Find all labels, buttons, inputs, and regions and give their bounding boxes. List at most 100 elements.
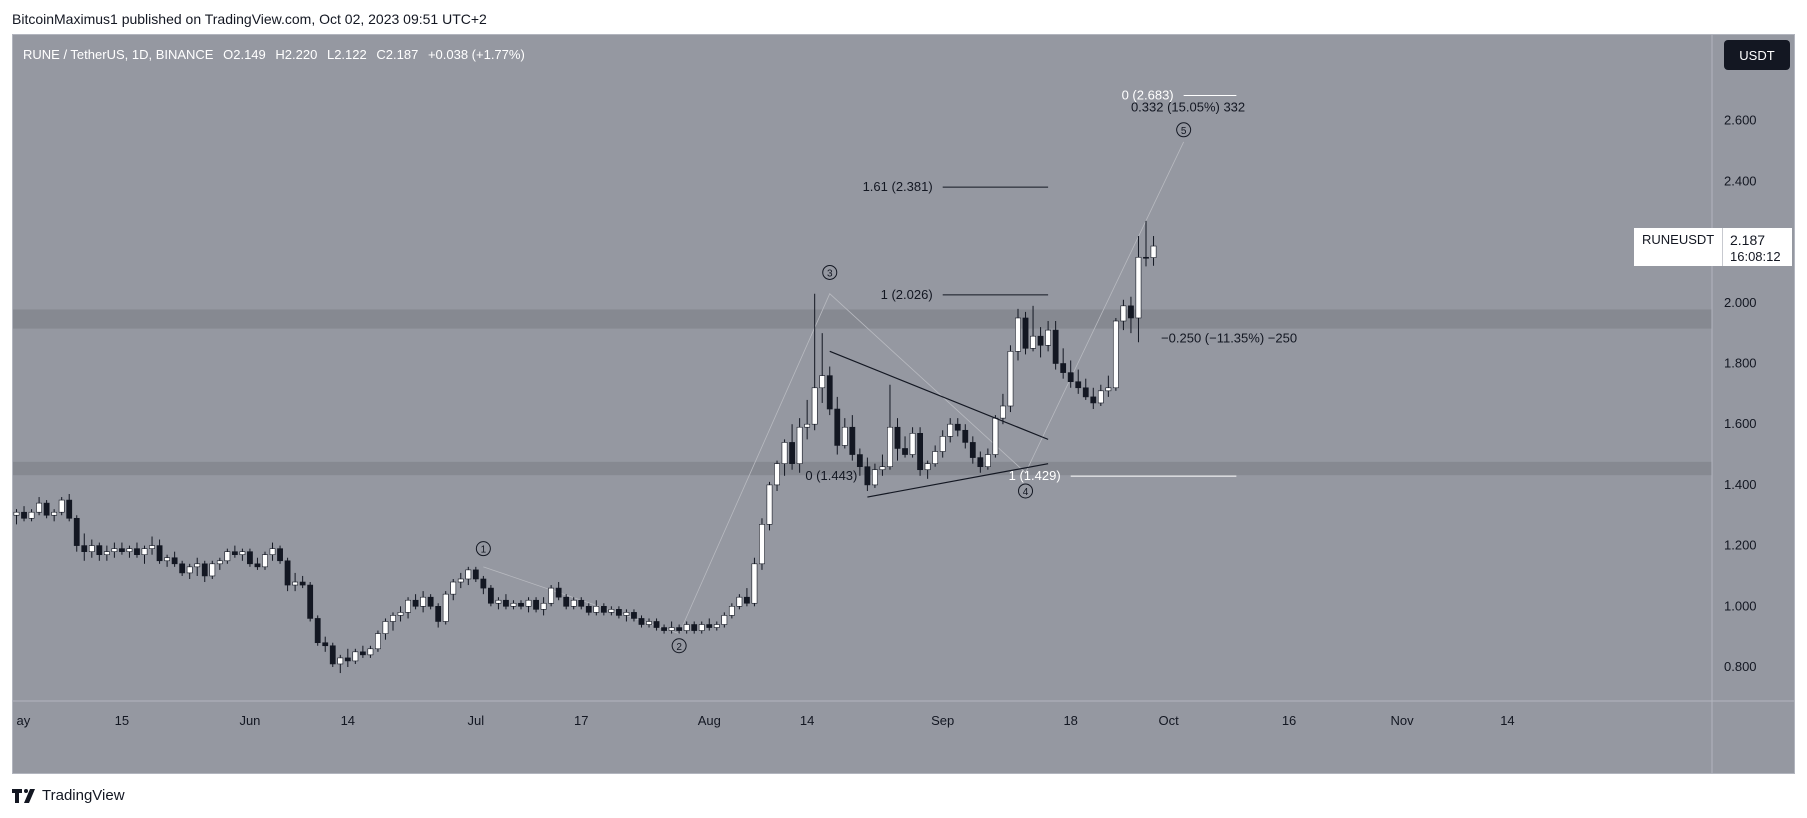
chart-panel[interactable]: 0 (2.683) 1.61 (2.381) 1 (2.026) 1 (1.429) 0… <box>12 34 1795 774</box>
y-tick-label: 1.800 <box>1724 356 1757 371</box>
candle-body <box>826 375 833 410</box>
candle-body <box>352 651 359 662</box>
x-tick-label: 17 <box>574 713 588 728</box>
candle-body <box>247 551 253 565</box>
candle-body <box>856 454 863 467</box>
legend-high-label: H <box>275 47 285 62</box>
candle-body <box>736 596 743 607</box>
candle-body <box>194 563 201 568</box>
candle-body <box>156 545 163 562</box>
candle-body <box>292 581 299 586</box>
legend-open: 2.149 <box>233 47 266 62</box>
candle-body <box>1015 317 1021 352</box>
candle-body <box>149 545 155 549</box>
candle-body <box>314 618 321 644</box>
candle-body <box>631 612 637 619</box>
wave-label: 3 <box>827 268 833 279</box>
tradingview-brand[interactable]: TradingView <box>12 787 125 804</box>
candle-body <box>510 602 517 607</box>
candle-body <box>1000 405 1006 419</box>
candle-body <box>593 605 600 613</box>
candle-body <box>420 596 427 607</box>
candle-body <box>1045 329 1052 346</box>
candle-body <box>171 557 178 565</box>
candle-body <box>638 618 645 625</box>
candle-body <box>239 551 246 556</box>
candle-body <box>277 548 283 562</box>
candle-body <box>887 426 893 467</box>
candle-body <box>894 426 901 449</box>
candle-body <box>262 554 268 568</box>
candle-body <box>1052 329 1059 364</box>
triangle-upper-line <box>829 350 1049 440</box>
candle-body <box>465 569 472 580</box>
fib-level-label: 1.61 (2.381) <box>863 179 933 194</box>
candle-body <box>382 621 389 634</box>
candle-body <box>540 602 547 610</box>
candle-body <box>1030 335 1036 349</box>
candle-body <box>1037 335 1044 346</box>
x-tick-label: 15 <box>115 713 129 728</box>
fib-level-label: 1 (1.429) <box>1009 468 1061 483</box>
candle-body <box>819 375 826 389</box>
candle-body <box>759 524 765 565</box>
candle-body <box>744 596 750 604</box>
x-tick-label: Jun <box>239 713 260 728</box>
candle-body <box>939 436 946 452</box>
candle-body <box>706 624 713 628</box>
candle-body <box>231 551 238 556</box>
candle-body <box>119 548 125 552</box>
candle-body <box>397 612 404 616</box>
last-price-tag: RUNEUSDT 2.187 16:08:12 <box>1634 228 1792 266</box>
candle-body <box>457 578 464 583</box>
candle-body <box>774 463 780 486</box>
x-tick-label: 16 <box>1282 713 1296 728</box>
candle-body <box>405 599 411 613</box>
candle-body <box>1007 351 1014 407</box>
candle-body <box>503 599 509 607</box>
candle-body <box>186 566 193 574</box>
candle-body <box>781 442 788 464</box>
x-tick-label: 14 <box>800 713 814 728</box>
candle-body <box>1022 317 1029 349</box>
legend-high: 2.220 <box>284 47 318 62</box>
candle-body <box>849 426 856 455</box>
wave-label: 4 <box>1023 487 1029 498</box>
candle-body <box>111 548 118 552</box>
x-tick-label: Oct <box>1158 713 1179 728</box>
candle-body <box>811 387 818 425</box>
candlestick-chart[interactable]: 0 (2.683) 1.61 (2.381) 1 (2.026) 1 (1.429) 0… <box>13 35 1794 773</box>
candle-body <box>495 599 502 604</box>
candle-body <box>81 545 88 552</box>
candle-body <box>917 433 923 471</box>
candle-body <box>224 551 231 562</box>
candle-body <box>585 605 592 613</box>
candle-body <box>698 624 705 631</box>
candle-body <box>668 627 675 631</box>
measure-label: 0.332 (15.05%) 332 <box>1131 100 1245 115</box>
x-tick-label: Sep <box>931 713 954 728</box>
candle-body <box>307 584 314 619</box>
currency-button[interactable]: USDT <box>1724 40 1790 70</box>
candle-body <box>600 605 607 613</box>
support-zone <box>13 461 1712 476</box>
candle-body <box>578 599 585 607</box>
candle-body <box>66 499 73 519</box>
candle-body <box>88 545 95 552</box>
y-tick-label: 2.000 <box>1724 295 1757 310</box>
candle-body <box>103 551 110 556</box>
candle-body <box>1090 396 1097 404</box>
candle-body <box>661 627 667 631</box>
candle-body <box>472 569 479 580</box>
candle-body <box>329 645 336 665</box>
candle-body <box>337 657 344 665</box>
legend-close-label: C <box>376 47 386 62</box>
candle-body <box>713 624 720 628</box>
legend-symbol: RUNE / TetherUS, 1D, BINANCE <box>23 47 214 62</box>
candle-body <box>977 457 984 467</box>
x-tick-label: Aug <box>698 713 721 728</box>
price-tag-countdown: 16:08:12 <box>1730 249 1781 264</box>
candle-body <box>1067 372 1074 383</box>
x-tick-label: 14 <box>1500 713 1514 728</box>
measure-label: −0.250 (−11.35%) −250 <box>1161 330 1297 345</box>
